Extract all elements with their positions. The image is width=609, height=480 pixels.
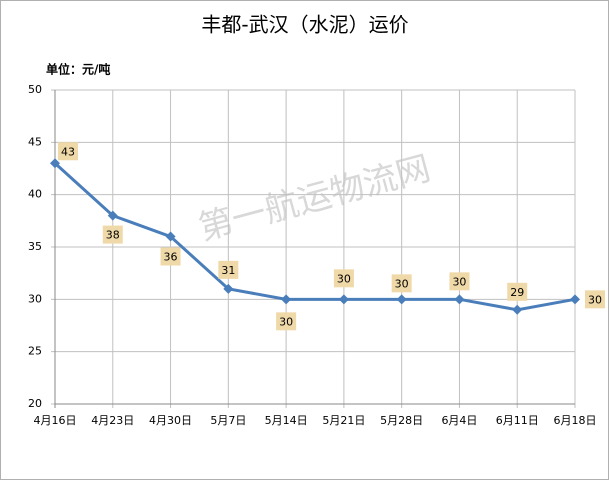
data-label-box bbox=[218, 260, 239, 279]
point-marker bbox=[396, 294, 407, 305]
series-line bbox=[53, 162, 576, 312]
point-marker bbox=[454, 294, 465, 305]
x-tick-label: 5月7日 bbox=[210, 414, 246, 427]
x-tick-label: 5月14日 bbox=[265, 414, 308, 427]
x-tick-label: 4月30日 bbox=[149, 414, 192, 427]
point-marker bbox=[50, 158, 60, 169]
x-tick-label: 5月28日 bbox=[380, 414, 423, 427]
data-label: 30 bbox=[279, 315, 293, 328]
data-label: 29 bbox=[510, 286, 524, 299]
point-marker bbox=[165, 231, 176, 242]
data-label-box bbox=[58, 142, 78, 161]
x-tick-label: 4月23日 bbox=[91, 414, 134, 427]
data-label: 30 bbox=[337, 272, 351, 285]
y-tick-label: 25 bbox=[28, 345, 42, 358]
data-label-box bbox=[160, 247, 181, 266]
x-tick-label: 5月21日 bbox=[322, 414, 365, 427]
point-marker bbox=[338, 294, 349, 305]
y-tick-label: 45 bbox=[28, 135, 42, 148]
data-label-box bbox=[102, 225, 123, 244]
point-marker bbox=[223, 283, 234, 294]
point-marker bbox=[281, 294, 292, 305]
chart-title: 丰都-武汉（水泥）运价 bbox=[201, 13, 408, 37]
y-tick-label: 40 bbox=[28, 188, 42, 201]
data-label-box bbox=[585, 290, 605, 309]
unit-label: 单位：元/吨 bbox=[46, 62, 110, 77]
data-label: 30 bbox=[452, 275, 466, 288]
x-tick-label: 4月16日 bbox=[34, 414, 77, 427]
data-label-box bbox=[391, 274, 412, 293]
y-tick-label: 20 bbox=[28, 397, 42, 410]
data-label-box bbox=[449, 272, 470, 291]
x-tick-label: 6月18日 bbox=[554, 414, 597, 427]
data-label-box bbox=[276, 312, 297, 331]
data-label-box bbox=[333, 269, 354, 288]
x-tick-label: 6月11日 bbox=[496, 414, 539, 427]
data-label: 38 bbox=[106, 229, 120, 242]
point-marker bbox=[512, 304, 523, 315]
data-label: 43 bbox=[61, 145, 75, 158]
data-label: 31 bbox=[221, 264, 235, 277]
data-label: 30 bbox=[588, 293, 602, 306]
point-marker bbox=[107, 210, 118, 221]
y-tick-label: 35 bbox=[28, 240, 42, 253]
y-tick-label: 30 bbox=[28, 292, 42, 305]
x-tick-label: 6月4日 bbox=[441, 414, 477, 427]
y-tick-label: 50 bbox=[28, 83, 42, 96]
point-marker bbox=[570, 294, 580, 305]
data-label: 36 bbox=[164, 251, 178, 264]
data-label: 30 bbox=[395, 277, 409, 290]
data-label-box bbox=[507, 282, 528, 301]
